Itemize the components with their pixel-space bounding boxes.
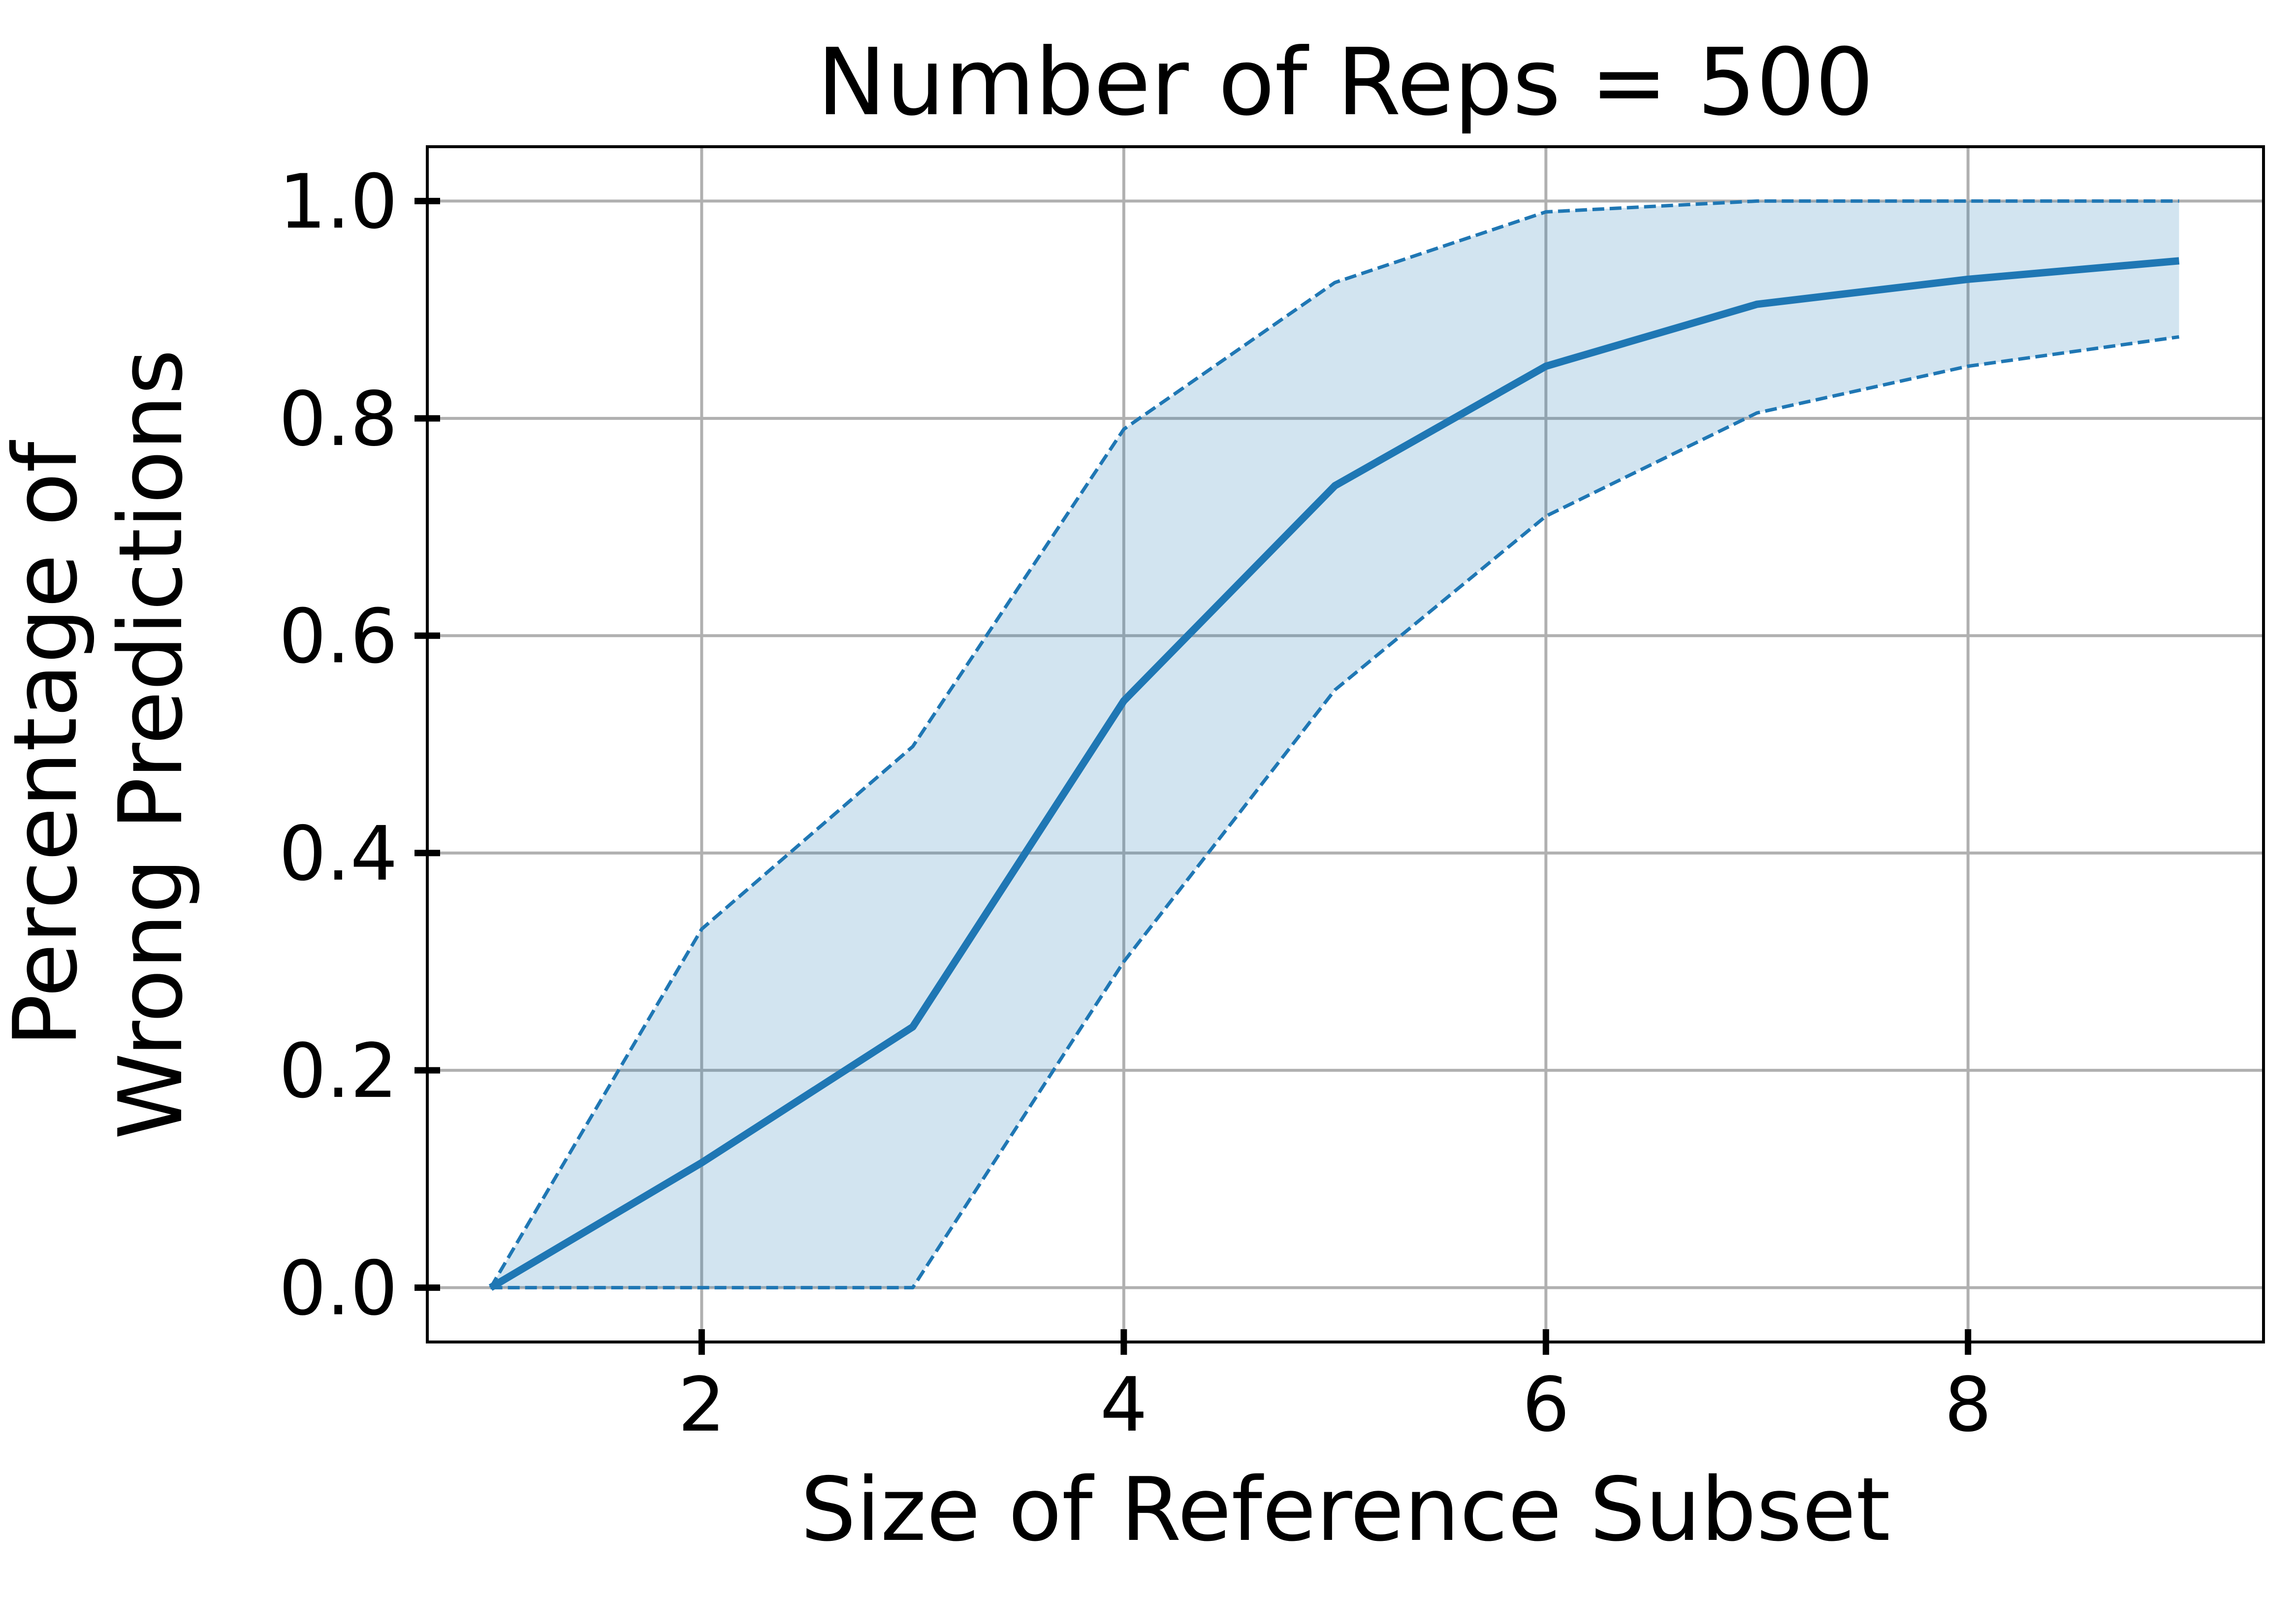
y-axis-label-line-1: Percentage of (0, 440, 96, 1047)
y-tick-label: 0.2 (279, 1027, 398, 1115)
y-tick-label: 0.0 (279, 1245, 398, 1332)
spread-band (490, 201, 2179, 1288)
y-tick-label: 1.0 (279, 158, 398, 245)
y-tick-label: 0.4 (279, 810, 398, 897)
x-tick-label: 4 (1100, 1361, 1148, 1448)
y-tick-label: 0.8 (279, 376, 398, 463)
axis-ticks: 2 4 6 8 0.0 0.2 0.4 0.6 0.8 1.0 (279, 158, 1992, 1448)
x-tick-label: 6 (1522, 1361, 1570, 1448)
chart-title: Number of Reps = 500 (817, 29, 1874, 136)
series-lines (488, 199, 2180, 1291)
x-tick-label: 2 (678, 1361, 726, 1448)
series-lower-line (490, 335, 2179, 1290)
series-upper-line (489, 199, 2179, 1289)
y-axis-label-line-2: Wrong Predictions (100, 349, 202, 1140)
x-axis-label: Size of Reference Subset (800, 1459, 1890, 1561)
y-tick-label: 0.6 (279, 593, 398, 680)
plot-frame (426, 145, 2265, 1343)
x-tick-label: 8 (1944, 1361, 1992, 1448)
series-mean-line (488, 257, 2180, 1291)
y-axis-label: Percentage of Wrong Predictions (0, 349, 202, 1140)
